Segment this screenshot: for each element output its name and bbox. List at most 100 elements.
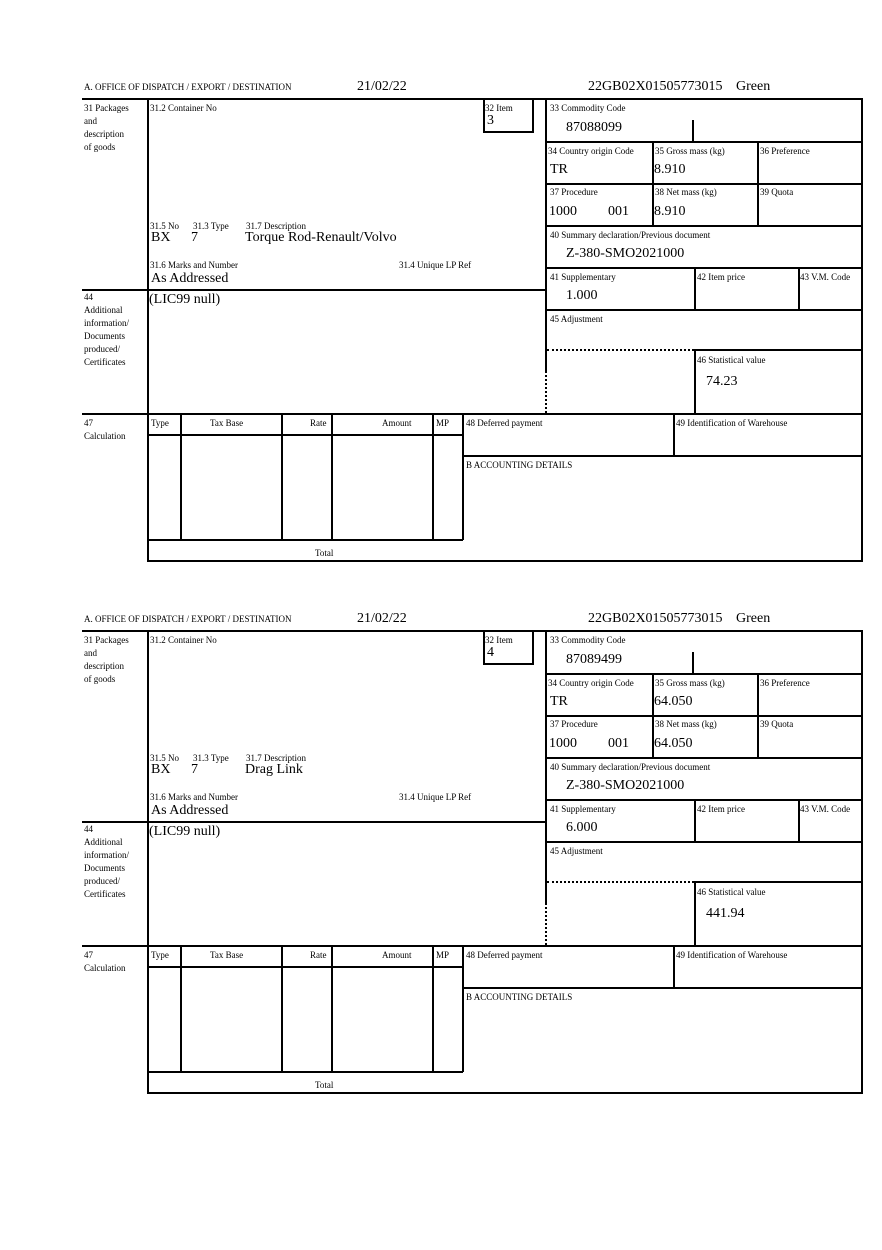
calc-amount-header: Amount <box>382 418 412 428</box>
rule <box>692 120 694 142</box>
rule <box>462 455 863 457</box>
rule <box>545 630 547 903</box>
rule <box>82 413 863 415</box>
dotted-rule <box>547 349 694 351</box>
type-label: 31.3 Type <box>193 753 229 763</box>
type-value: 7 <box>191 762 198 777</box>
preference-label: 36 Preference <box>760 146 810 156</box>
procedure-label: 37 Procedure <box>550 187 598 197</box>
rule <box>652 141 654 225</box>
preference-label: 36 Preference <box>760 678 810 688</box>
rule <box>652 673 654 757</box>
commodity-code-value: 87089499 <box>566 652 622 667</box>
packages-label: description <box>84 129 124 139</box>
rule <box>545 799 863 801</box>
rule <box>545 715 863 717</box>
rule <box>483 663 534 665</box>
additional-info-label: 44 <box>84 292 93 302</box>
rule <box>545 309 863 311</box>
rule <box>82 821 547 823</box>
additional-info-value: (LIC99 null) <box>149 292 221 307</box>
rule <box>462 945 464 1072</box>
rule <box>798 799 800 841</box>
rule <box>694 799 696 841</box>
office-heading: A. OFFICE OF DISPATCH / EXPORT / DESTINA… <box>84 614 292 624</box>
quota-label: 39 Quota <box>760 719 794 729</box>
rule <box>180 413 182 540</box>
dotted-rule <box>547 881 694 883</box>
packages-label: and <box>84 116 97 126</box>
calc-mp-header: MP <box>436 418 450 428</box>
procedure-value: 1000 <box>549 736 577 751</box>
commodity-code-value: 87088099 <box>566 120 622 135</box>
calculation-label: Calculation <box>84 963 126 973</box>
rule <box>331 413 333 540</box>
rule <box>861 630 863 1093</box>
dotted-rule <box>545 883 547 945</box>
marks-label: 31.6 Marks and Number <box>150 260 238 270</box>
rule <box>147 539 463 541</box>
supplementary-value: 6.000 <box>566 820 598 835</box>
additional-info-label: produced/ <box>84 876 120 886</box>
total-label: Total <box>315 548 334 558</box>
item-value: 4 <box>487 645 494 660</box>
route-status: Green <box>736 79 771 94</box>
description-value: Torque Rod-Renault/Volvo <box>245 230 397 245</box>
additional-info-label: Documents <box>84 331 125 341</box>
country-origin-label: 34 Country origin Code <box>548 678 634 688</box>
rule <box>798 267 800 309</box>
item-label: 32 Item <box>485 635 513 645</box>
additional-info-value: (LIC99 null) <box>149 824 221 839</box>
declaration-item-form: A. OFFICE OF DISPATCH / EXPORT / DESTINA… <box>0 610 882 1094</box>
rule <box>180 945 182 1072</box>
declaration-date: 21/02/22 <box>357 79 407 94</box>
item-label: 32 Item <box>485 103 513 113</box>
marks-value: As Addressed <box>151 271 229 286</box>
rule <box>147 434 463 436</box>
type-label: 31.3 Type <box>193 221 229 231</box>
rule <box>483 632 485 665</box>
adjustment-label: 45 Adjustment <box>550 314 603 324</box>
declaration-item-form: A. OFFICE OF DISPATCH / EXPORT / DESTINA… <box>0 78 882 562</box>
item-price-label: 42 Item price <box>697 272 745 282</box>
calculation-label: 47 <box>84 418 93 428</box>
rule <box>281 413 283 540</box>
calc-tax-base-header: Tax Base <box>210 418 244 428</box>
rule <box>281 945 283 1072</box>
no-label: 31.5 No <box>150 753 179 763</box>
procedure-ext-value: 001 <box>608 736 629 751</box>
accounting-details-label: B ACCOUNTING DETAILS <box>466 992 573 1002</box>
total-label: Total <box>315 1080 334 1090</box>
rule <box>545 225 863 227</box>
rule <box>694 881 696 945</box>
procedure-ext-value: 001 <box>608 204 629 219</box>
rule <box>694 267 696 309</box>
rule <box>483 131 534 133</box>
gross-mass-value: 8.910 <box>654 162 686 177</box>
statistical-value-label: 46 Statistical value <box>697 355 766 365</box>
additional-info-label: 44 <box>84 824 93 834</box>
description-label: 31.7 Description <box>246 221 306 231</box>
warehouse-label: 49 Identification of Warehouse <box>676 418 788 428</box>
packages-label: of goods <box>84 142 116 152</box>
country-origin-value: TR <box>550 694 568 709</box>
additional-info-label: Certificates <box>84 357 126 367</box>
rule <box>545 98 547 371</box>
container-no-label: 31.2 Container No <box>150 103 217 113</box>
calc-rate-header: Rate <box>310 950 327 960</box>
deferred-payment-label: 48 Deferred payment <box>466 950 543 960</box>
description-value: Drag Link <box>245 762 303 777</box>
rule <box>694 349 863 351</box>
vm-code-label: 43 V.M. Code <box>800 272 851 282</box>
procedure-value: 1000 <box>549 204 577 219</box>
additional-info-label: Documents <box>84 863 125 873</box>
statistical-value: 441.94 <box>706 906 745 921</box>
summary-declaration-label: 40 Summary declaration/Previous document <box>550 762 711 772</box>
rule <box>545 141 863 143</box>
rule <box>147 98 149 561</box>
calculation-label: 47 <box>84 950 93 960</box>
calc-amount-header: Amount <box>382 950 412 960</box>
net-mass-value: 64.050 <box>654 736 693 751</box>
rule <box>483 100 485 133</box>
